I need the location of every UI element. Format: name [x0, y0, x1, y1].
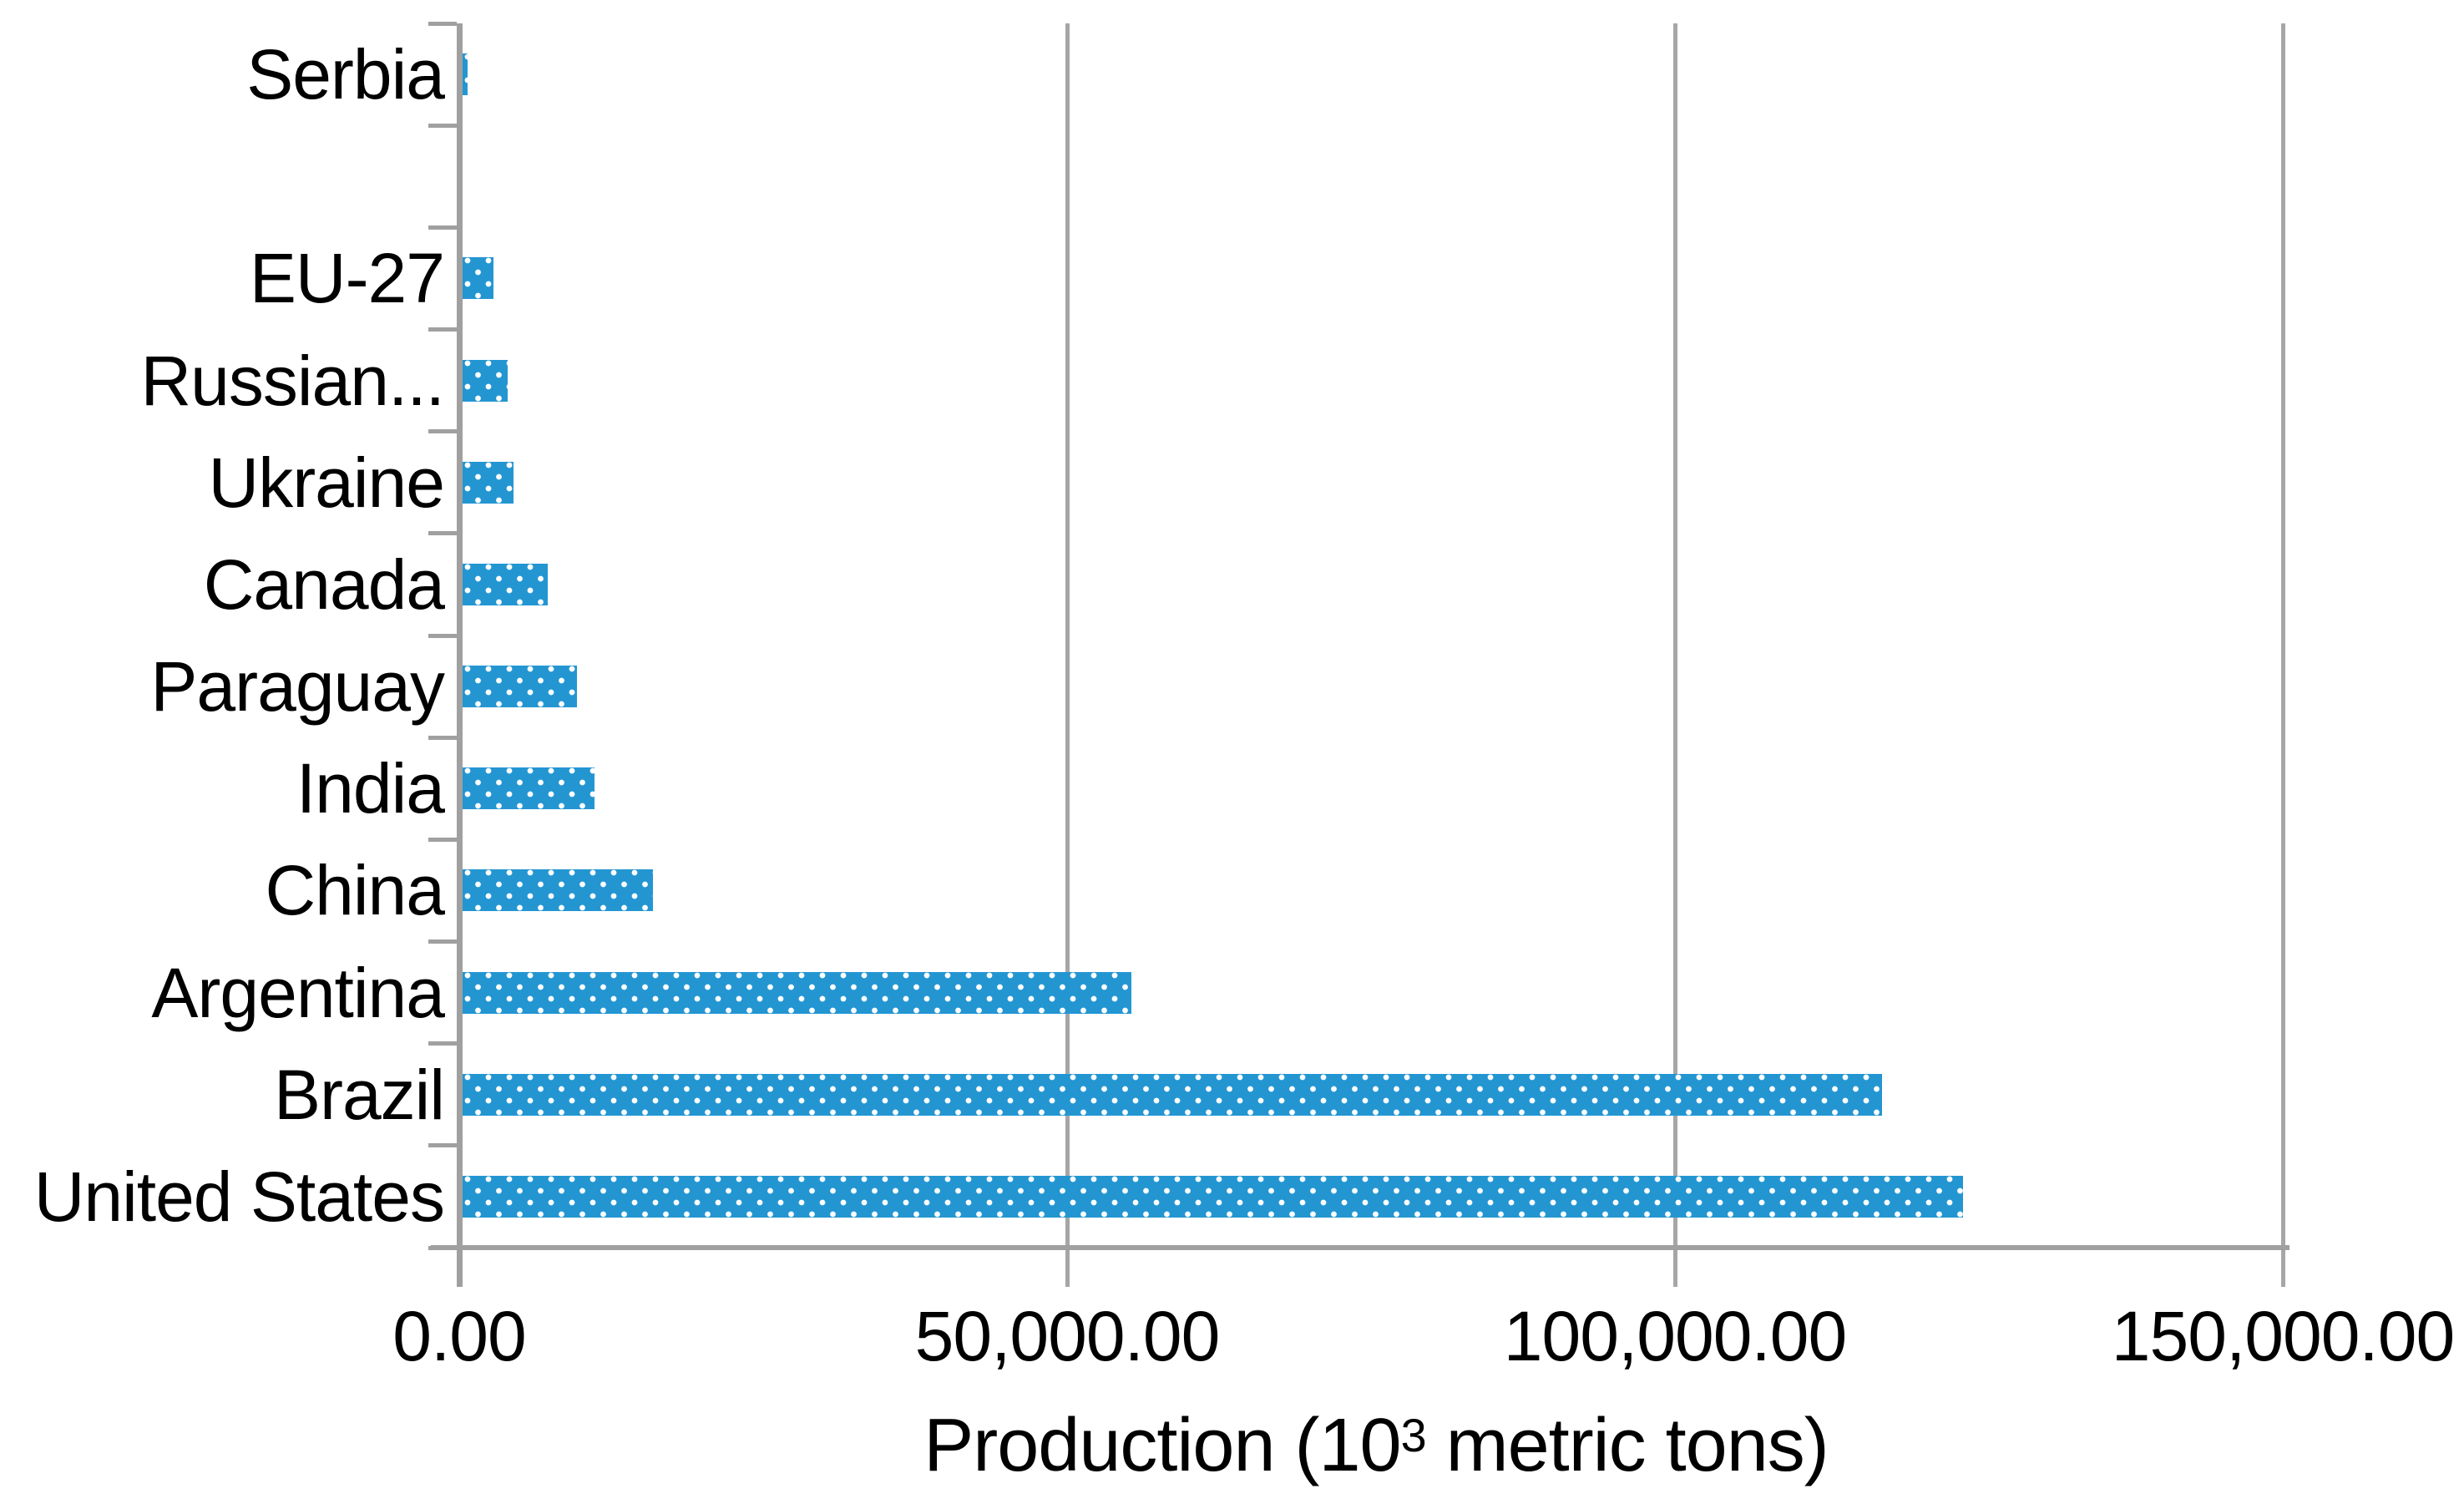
category-label-paraguay: Paraguay	[150, 647, 445, 727]
category-tick	[428, 633, 457, 638]
category-label-eu-27: EU-27	[249, 239, 445, 318]
x-tick-label-100000: 100,000.00	[1503, 1297, 1847, 1375]
gridline-100000	[1672, 23, 1677, 1287]
bar-ukraine	[462, 461, 514, 504]
category-tick	[428, 531, 457, 536]
x-axis-title-suffix: metric tons)	[1425, 1404, 1829, 1487]
category-tick	[428, 1041, 457, 1046]
gridline-150000	[2280, 23, 2285, 1287]
category-label-blank	[0, 125, 444, 227]
bar-brazil	[462, 1073, 1882, 1116]
category-label-canada: Canada	[203, 544, 445, 624]
category-tick	[428, 123, 457, 128]
category-label-china: China	[265, 851, 445, 930]
category-tick	[428, 327, 457, 332]
category-tick	[428, 21, 457, 26]
x-axis-title-superscript: 3	[1400, 1408, 1427, 1461]
y-axis-line	[456, 23, 463, 1287]
category-tick	[428, 939, 457, 944]
category-tick	[428, 837, 457, 842]
category-tick	[428, 429, 457, 434]
category-label-ukraine: Ukraine	[208, 443, 445, 522]
category-tick	[428, 225, 457, 230]
category-label-united-states: United States	[33, 1157, 445, 1236]
x-tick-label-50000: 50,000.00	[914, 1297, 1221, 1375]
bar-argentina	[462, 971, 1132, 1014]
category-label-serbia: Serbia	[246, 35, 445, 114]
gridline-50000	[1065, 23, 1070, 1287]
category-label-india: India	[296, 749, 445, 828]
x-tick-label-150000: 150,000.00	[2111, 1297, 2455, 1375]
bar-paraguay	[462, 666, 578, 708]
bar-china	[462, 869, 653, 912]
category-tick	[428, 735, 457, 740]
x-axis-title-prefix: Production (10	[923, 1404, 1401, 1487]
category-label-russian: Russian...	[140, 341, 446, 420]
x-axis-line	[431, 1245, 2289, 1250]
x-tick-label-0: 0.00	[392, 1297, 526, 1375]
bar-eu-27	[462, 257, 494, 300]
x-axis-title: Production (103 metric tons)	[923, 1408, 1829, 1483]
bar-serbia	[462, 53, 468, 96]
category-label-brazil: Brazil	[273, 1055, 445, 1134]
bar-canada	[462, 563, 549, 605]
bar-india	[462, 767, 594, 810]
bar-united-states	[462, 1175, 1963, 1218]
bar-russian	[462, 359, 508, 402]
category-label-argentina: Argentina	[151, 953, 445, 1032]
category-tick	[428, 1143, 457, 1148]
